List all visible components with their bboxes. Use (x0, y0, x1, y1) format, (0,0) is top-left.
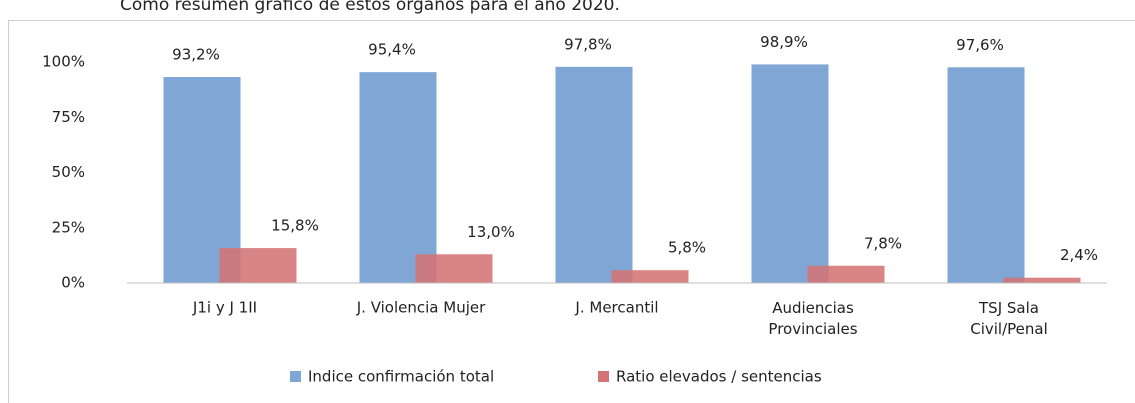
legend-swatch (290, 371, 301, 382)
value-label: 95,4% (368, 41, 416, 59)
value-label: 15,8% (271, 217, 319, 235)
value-label: 98,9% (760, 33, 808, 51)
value-label: 5,8% (668, 239, 706, 257)
y-tick-label: 100% (42, 53, 85, 71)
bar (611, 270, 689, 283)
bar (947, 67, 1025, 283)
y-tick-label: 0% (61, 274, 85, 292)
caption: Como resumen gráfico de estos órganos pa… (120, 0, 620, 15)
value-label: 97,6% (956, 36, 1004, 54)
value-label: 7,8% (864, 234, 902, 252)
value-label: 13,0% (467, 223, 515, 241)
y-tick-label: 50% (52, 163, 85, 181)
x-tick-label: Audiencias Provinciales (768, 299, 857, 338)
bar (555, 66, 633, 283)
legend-label: Ratio elevados / sentencias (616, 368, 822, 386)
y-tick-label: 75% (52, 108, 85, 126)
x-tick-label: J1i y J 1II (192, 299, 257, 317)
value-label: 97,8% (564, 35, 612, 53)
legend-swatch (598, 371, 609, 382)
bar (415, 254, 493, 283)
y-tick-label: 25% (52, 218, 85, 236)
x-tick-label: J. Mercantil (574, 299, 658, 317)
bar (219, 248, 297, 283)
bar (359, 72, 437, 283)
bar (1003, 277, 1081, 283)
bar (807, 265, 885, 283)
chart-frame (8, 20, 1135, 403)
value-label: 93,2% (172, 46, 220, 64)
x-tick-label: J. Violencia Mujer (356, 299, 486, 317)
bar (751, 64, 829, 283)
value-label: 2,4% (1060, 246, 1098, 264)
legend-label: Indice confirmación total (308, 368, 494, 386)
x-tick-label: TSJ Sala Civil/Penal (970, 299, 1048, 338)
